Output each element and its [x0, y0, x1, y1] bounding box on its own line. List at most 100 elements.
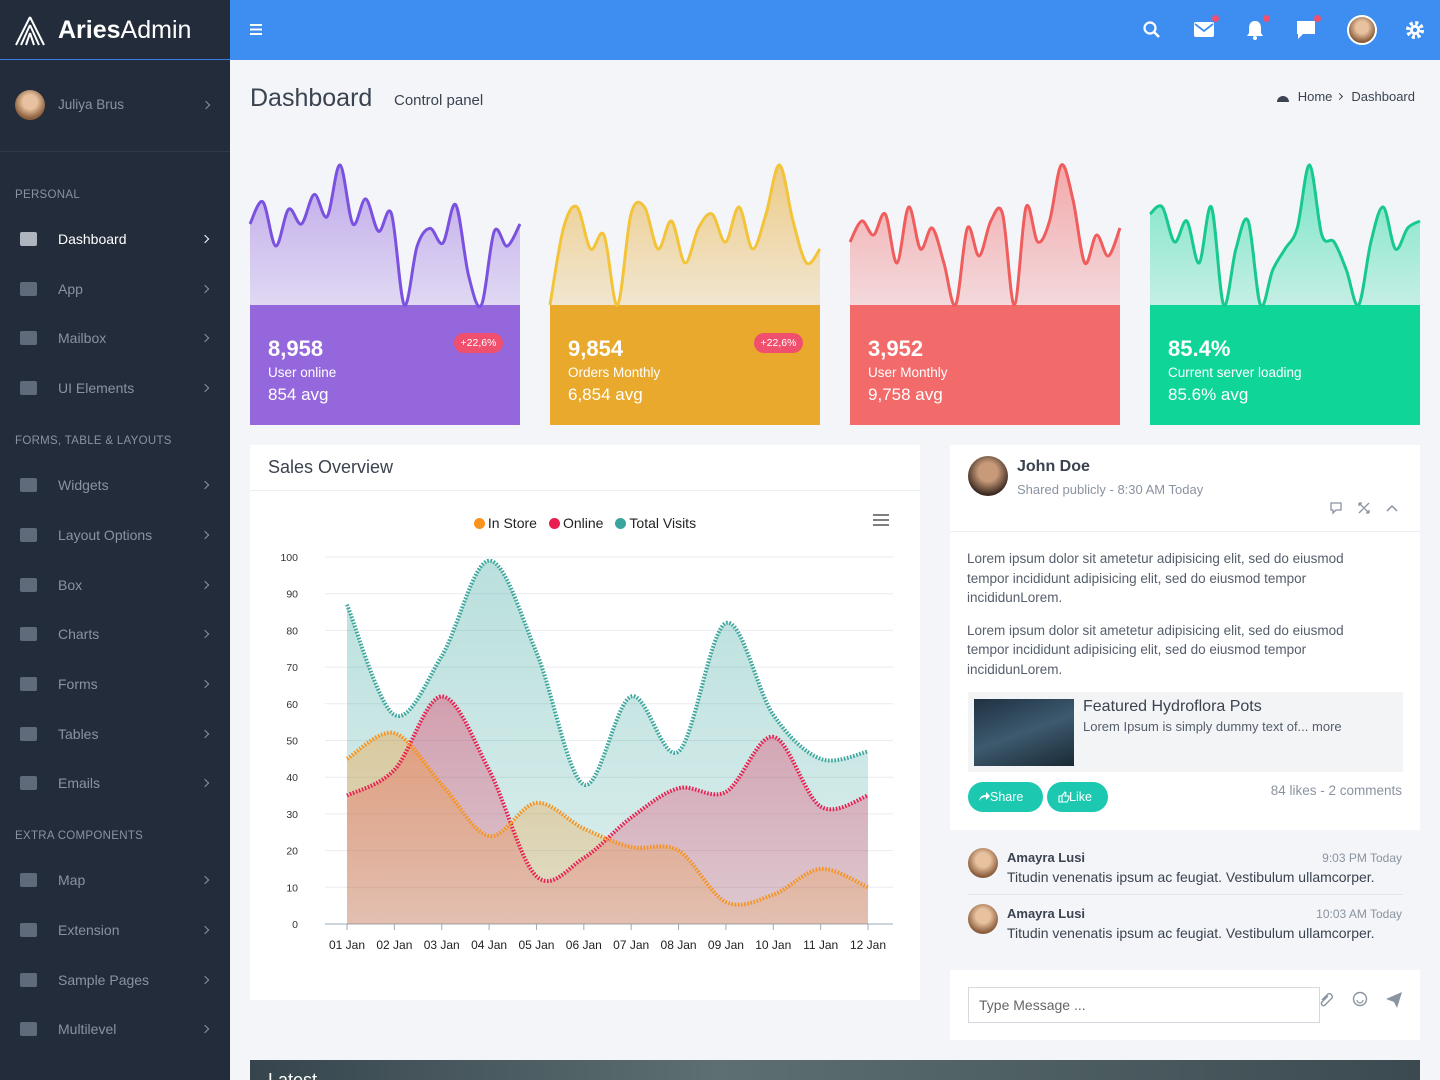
chart-menu[interactable] — [873, 514, 889, 526]
stat-label: Current server loading — [1168, 365, 1302, 380]
comment-time: 9:03 PM Today — [1322, 851, 1402, 865]
search-icon[interactable] — [1142, 20, 1162, 40]
nav-item[interactable]: Tables — [0, 714, 230, 754]
featured-text: Lorem Ipsum is simply dummy text of... m… — [1083, 719, 1342, 734]
share-button[interactable]: Share — [968, 782, 1043, 812]
nav-item[interactable]: Multilevel — [0, 1009, 230, 1049]
page-subtitle: Control panel — [394, 92, 484, 109]
stat-avg: 85.6% avg — [1168, 385, 1249, 404]
nav-icon — [20, 478, 37, 493]
button-label: Like — [1069, 790, 1092, 804]
x-tick-label: 01 Jan — [329, 938, 365, 952]
menu-toggle[interactable] — [250, 24, 262, 35]
message-tools — [1320, 991, 1402, 1008]
nav-label: Layout Options — [58, 526, 153, 543]
dashboard-icon — [1276, 95, 1289, 102]
legend-swatch — [615, 517, 627, 529]
chat-icon[interactable] — [1296, 20, 1316, 40]
comment: Amayra Lusi 10:03 AM Today Titudin venenat… — [950, 896, 1420, 952]
nav-item[interactable]: Dashboard — [0, 219, 230, 259]
message-input[interactable]: Type Message ... — [968, 987, 1320, 1023]
sparkline — [548, 163, 822, 307]
breadcrumb: Home Dashboard — [1276, 89, 1415, 104]
nav-heading: EXTRA COMPONENTS — [15, 830, 144, 843]
comment-avatar — [968, 848, 998, 878]
comment-text: Titudin venenatis ipsum ac feugiat. Vest… — [1007, 869, 1375, 885]
nav-icon — [20, 527, 37, 542]
like-button[interactable]: Like — [1047, 782, 1108, 812]
paragraph: Lorem ipsum dolor sit ametetur adipisici… — [967, 551, 1344, 605]
featured-box[interactable]: Featured Hydroflora Pots Lorem Ipsum is … — [968, 692, 1403, 772]
stat-card: 9,854 Orders Monthly 6,854 avg +22,6% — [550, 305, 820, 425]
legend-item[interactable]: Online — [548, 515, 603, 531]
nav-heading: FORMS, TABLE & LAYOUTS — [15, 435, 172, 448]
nav-item[interactable]: Box — [0, 565, 230, 605]
top-bar — [230, 0, 1440, 60]
legend-item[interactable]: In Store — [473, 515, 537, 531]
nav-item[interactable]: Extension — [0, 910, 230, 950]
nav-item[interactable]: Mailbox — [0, 318, 230, 358]
bell-icon[interactable] — [1246, 20, 1264, 40]
nav-item[interactable]: App — [0, 269, 230, 309]
mail-icon[interactable] — [1194, 22, 1214, 38]
brand-name: AriesAdmin — [58, 16, 191, 45]
comment-avatar — [968, 904, 998, 934]
card-title: Latest — [268, 1070, 318, 1080]
settings-icon[interactable] — [1405, 20, 1425, 40]
brand-light: Admin — [120, 16, 192, 44]
y-tick-label: 20 — [286, 846, 298, 858]
comment-name: Amayra Lusi — [1007, 906, 1086, 921]
stat-label: User Monthly — [868, 365, 948, 380]
x-tick-label: 03 Jan — [424, 938, 460, 952]
comment-name: Amayra Lusi — [1007, 850, 1086, 865]
legend-swatch — [473, 517, 485, 529]
nav-item[interactable]: UI Elements — [0, 368, 230, 408]
comment: Amayra Lusi 9:03 PM Today Titudin venenati… — [950, 840, 1420, 896]
y-tick-label: 30 — [286, 809, 298, 821]
brand[interactable]: AriesAdmin — [0, 0, 230, 60]
x-tick-label: 04 Jan — [471, 938, 507, 952]
stat-label: Orders Monthly — [568, 365, 661, 380]
user-name[interactable]: Juliya Brus — [58, 97, 125, 112]
card-title: Sales Overview — [268, 457, 394, 477]
y-tick-label: 10 — [286, 882, 298, 894]
divider — [968, 894, 1403, 895]
nav-item[interactable]: Charts — [0, 614, 230, 654]
stat-value: 3,952 — [868, 336, 924, 361]
nav-item[interactable]: Widgets — [0, 465, 230, 505]
x-tick-label: 07 Jan — [613, 938, 649, 952]
y-tick-label: 90 — [286, 589, 298, 601]
legend-label: In Store — [487, 515, 537, 531]
stat-avg: 6,854 avg — [568, 385, 643, 404]
nav-item[interactable]: Forms — [0, 664, 230, 704]
nav-icon — [20, 577, 37, 592]
nav-item[interactable]: Map — [0, 860, 230, 900]
y-tick-label: 100 — [280, 552, 298, 564]
nav-item[interactable]: Layout Options — [0, 515, 230, 555]
nav-item[interactable]: Emails — [0, 763, 230, 803]
featured-title: Featured Hydroflora Pots — [1083, 698, 1262, 715]
nav-label: Charts — [58, 626, 100, 643]
breadcrumb-item: Dashboard — [1351, 89, 1415, 104]
line — [346, 694, 869, 884]
comment-time: 10:03 AM Today — [1316, 907, 1402, 921]
divider — [950, 531, 1420, 532]
share-icon — [979, 792, 990, 801]
sidebar: Juliya Brus PERSONAL Dashboard App Mailbox UI… — [0, 0, 230, 1080]
brand-bold: Aries — [58, 16, 121, 44]
nav-item[interactable]: Sample Pages — [0, 960, 230, 1000]
breadcrumb-item[interactable]: Home — [1297, 89, 1333, 104]
nav-icon — [20, 776, 37, 791]
y-tick-label: 40 — [286, 772, 298, 784]
user-avatar — [15, 90, 45, 120]
legend-item[interactable]: Total Visits — [615, 515, 696, 531]
comments: Amayra Lusi 9:03 PM Today Titudin venenati… — [950, 840, 1420, 955]
nav-label: Mailbox — [58, 330, 107, 347]
header-avatar[interactable] — [1347, 15, 1377, 45]
nav-heading: PERSONAL — [15, 189, 81, 201]
divider — [250, 490, 920, 491]
nav-label: Map — [58, 872, 86, 889]
notification-dot — [1263, 15, 1270, 22]
notification-dot — [1212, 15, 1219, 22]
